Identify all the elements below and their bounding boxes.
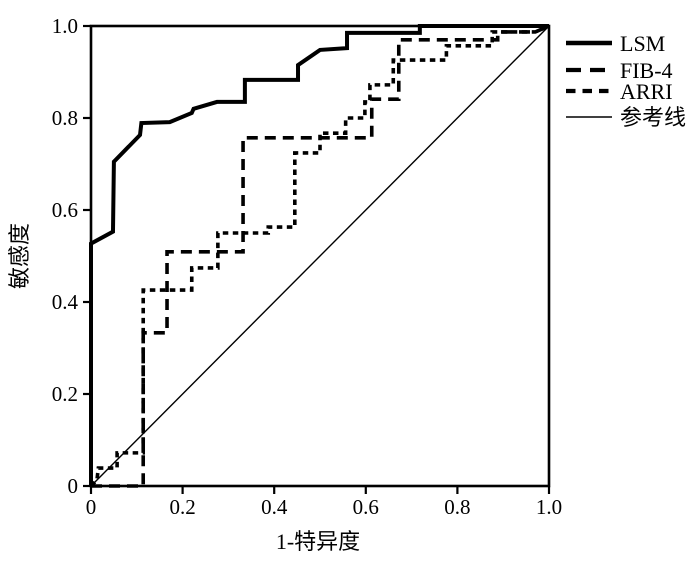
x-tick-label: 0 (86, 495, 97, 519)
y-tick-label: 0.4 (52, 290, 79, 314)
roc-curve-参考线 (90, 25, 550, 487)
y-tick-label: 0.2 (52, 382, 78, 406)
legend-label-arri: ARRI (620, 79, 673, 104)
series-lines (89, 24, 550, 488)
y-tick-label: 0.6 (52, 198, 78, 222)
x-tick-label: 0.8 (444, 495, 470, 519)
roc-curve-lsm (89, 24, 549, 486)
legend-label-fib-4: FIB-4 (620, 58, 673, 83)
x-tick-label: 1.0 (536, 495, 562, 519)
y-tick-label: 1.0 (52, 14, 78, 38)
x-tick-label: 0.4 (261, 495, 288, 519)
x-axis-tick-labels: 0 0.2 0.4 0.6 0.8 1.0 (86, 495, 562, 519)
y-tick-label: 0.8 (52, 106, 78, 130)
legend-label-参考线: 参考线 (620, 105, 686, 130)
x-tick-label: 0.6 (353, 495, 379, 519)
legend-label-lsm: LSM (620, 31, 665, 56)
y-axis-title: 敏感度 (7, 223, 32, 289)
x-tick-label: 0.2 (169, 495, 195, 519)
x-axis-ticks (89, 486, 551, 494)
y-tick-label: 0 (68, 474, 79, 498)
roc-curve-arri (89, 24, 550, 488)
x-axis-title: 1-特异度 (276, 529, 360, 554)
y-axis-tick-labels: 0 0.2 0.4 0.6 0.8 1.0 (52, 14, 79, 498)
